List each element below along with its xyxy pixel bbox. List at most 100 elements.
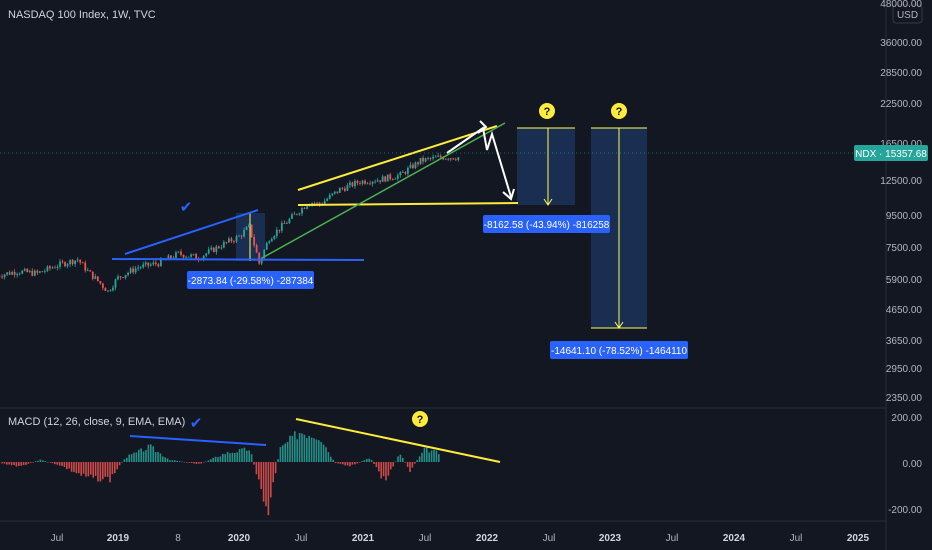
macd-trendline-blue[interactable] <box>129 435 267 446</box>
macd-bar <box>198 462 200 464</box>
macd-bar <box>166 458 169 462</box>
trendline-green[interactable] <box>261 122 506 259</box>
candle-body <box>414 162 417 169</box>
macd-bar <box>255 462 258 475</box>
trendline-blue-upper[interactable] <box>124 209 259 255</box>
time-axis[interactable]: Jul 2019 8 2020 Jul 2021 Jul 2022 Jul 20… <box>51 533 870 544</box>
candle-body <box>122 277 124 279</box>
time-tick: Jul <box>295 533 308 544</box>
macd-bar <box>157 451 159 462</box>
candle-body <box>263 249 266 258</box>
macd-axis[interactable]: 200.00 0.00 -200.00 <box>888 413 922 516</box>
price-tick: 36000.00 <box>880 38 922 49</box>
macd-bar <box>214 456 217 462</box>
candle-body <box>56 266 59 268</box>
candle-body <box>250 224 253 237</box>
candle-body <box>364 180 366 184</box>
projection-path[interactable] <box>446 126 512 198</box>
macd-bar <box>366 458 368 462</box>
macd-bar <box>426 447 428 462</box>
macd-bar <box>85 462 87 477</box>
trendline-yellow-upper[interactable] <box>297 125 498 191</box>
candle-body <box>109 290 112 292</box>
candle-body <box>351 182 354 187</box>
macd-bar <box>87 462 90 477</box>
candle-body <box>180 251 182 255</box>
macd-bar <box>385 462 387 481</box>
question-icon-glyph: ? <box>616 106 623 118</box>
macd-trendline-yellow[interactable] <box>295 418 501 463</box>
projection-arrowhead-up <box>477 120 488 134</box>
macd-bar <box>438 454 440 462</box>
candle-body <box>238 235 240 237</box>
macd-bar <box>217 457 219 462</box>
macd-bar <box>18 462 20 467</box>
macd-bar <box>406 462 409 467</box>
macd-bar <box>174 460 176 462</box>
trendline-yellow-lower[interactable] <box>297 202 519 206</box>
macd-bar <box>248 450 250 462</box>
candle-body <box>86 270 89 272</box>
candle-body <box>187 256 190 258</box>
macd-bar <box>416 460 418 462</box>
symbol-price-tag-text: NDX · 15357.68 <box>855 149 927 160</box>
price-tick: 2950.00 <box>886 364 923 375</box>
macd-bar <box>6 462 8 465</box>
macd-bar <box>358 462 361 463</box>
candle-body <box>253 236 256 246</box>
macd-bar <box>243 447 246 462</box>
candle-body <box>338 188 341 193</box>
currency-badge[interactable] <box>892 4 923 24</box>
price-tick: 48000.00 <box>880 0 922 10</box>
candle-body <box>21 270 24 274</box>
check-icon: ✔ <box>190 415 203 432</box>
candle-body <box>386 174 389 182</box>
macd-bar <box>306 438 308 462</box>
macd-bar <box>258 462 260 480</box>
macd-bar <box>286 442 289 462</box>
candle-body <box>8 272 11 275</box>
candle-body <box>449 158 452 160</box>
macd-bar <box>205 461 207 463</box>
macd-bar <box>356 462 358 464</box>
candle-body <box>280 223 283 231</box>
price-axis[interactable]: 36000.00 28500.00 22500.00 16500.00 1250… <box>880 0 922 404</box>
candle-body <box>41 271 44 273</box>
candle-body <box>235 236 238 242</box>
candle-body <box>260 257 263 264</box>
macd-bar <box>145 450 147 462</box>
measure-label-1-text: -2873.84 (-29.58%) -287384 <box>188 276 314 287</box>
trendline-blue-lower[interactable] <box>111 258 365 261</box>
macd-bar <box>66 462 68 470</box>
macd-bar <box>337 462 339 464</box>
macd-bar <box>368 458 370 462</box>
candle-body <box>46 266 49 271</box>
measure-box-2[interactable] <box>517 128 575 205</box>
candle-body <box>401 172 404 173</box>
macd-bar <box>128 454 130 462</box>
macd-bar <box>246 450 248 462</box>
candle-body <box>114 279 117 288</box>
macd-tick: 0.00 <box>903 459 923 470</box>
macd-bar <box>296 439 298 462</box>
macd-bar <box>238 449 241 462</box>
macd-bar <box>303 434 306 462</box>
candle-body <box>182 254 185 258</box>
measure-label-1 <box>187 271 314 289</box>
macd-bar <box>109 462 111 483</box>
candle-body <box>399 172 402 176</box>
candle-body <box>371 181 374 184</box>
time-tick: 2025 <box>847 533 870 544</box>
candle-body <box>54 267 56 269</box>
macd-bar <box>181 461 183 463</box>
candle-body <box>212 247 215 253</box>
symbol-price-tag[interactable] <box>854 145 928 161</box>
macd-bar <box>169 460 171 462</box>
candle-body <box>26 268 29 273</box>
macd-bar <box>49 462 51 463</box>
macd-bar <box>123 459 126 462</box>
candle-body <box>391 178 394 180</box>
macd-bar <box>39 459 42 462</box>
candle-body <box>427 158 429 159</box>
